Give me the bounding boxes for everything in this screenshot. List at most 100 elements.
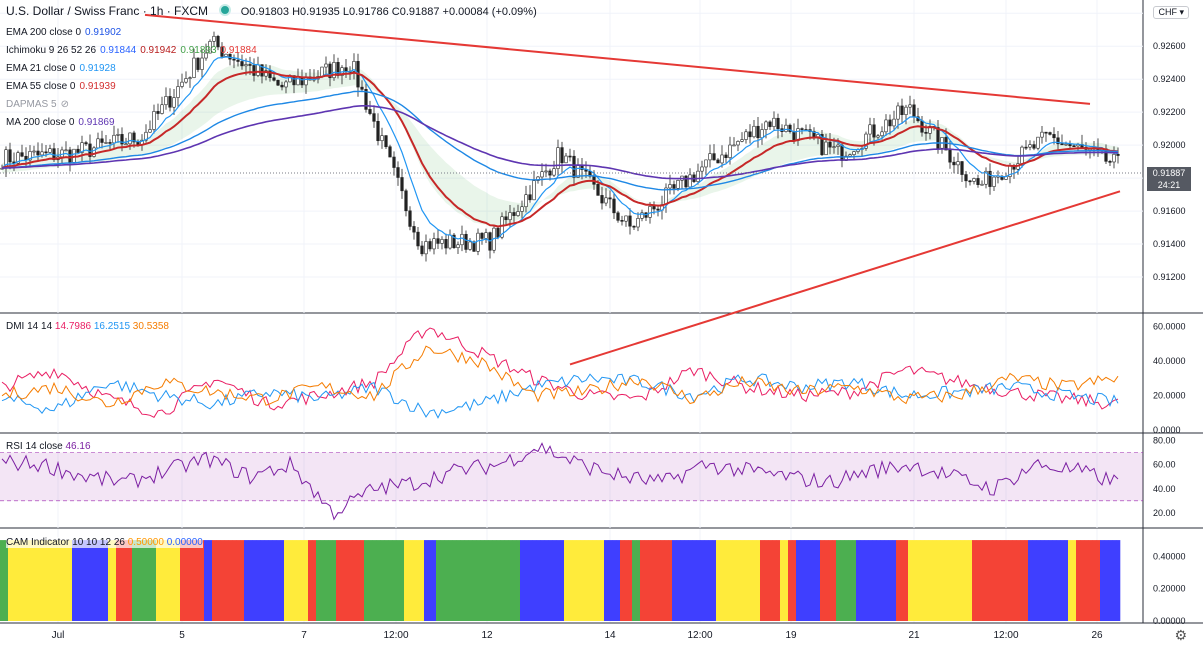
candle — [528, 185, 532, 203]
legend-ema55[interactable]: EMA 55 close 0 0.91939 — [6, 81, 116, 92]
cam-bar — [104, 540, 109, 621]
cam-bar — [124, 540, 129, 621]
y-tick-label: 0.92400 — [1153, 74, 1186, 84]
candle-body — [728, 144, 732, 158]
candle — [448, 229, 452, 250]
candle — [196, 57, 200, 73]
candle-body — [724, 154, 728, 158]
candle — [424, 234, 428, 262]
cam-bar — [1060, 540, 1065, 621]
cam-bar — [212, 540, 217, 621]
candle-body — [88, 143, 92, 157]
candle — [968, 179, 972, 186]
cam-bar — [948, 540, 953, 621]
cam-bar — [788, 540, 793, 621]
candle-body — [276, 80, 280, 86]
cam-bar — [516, 540, 521, 621]
rsi-line — [1, 442, 1119, 521]
cam-bar — [268, 540, 273, 621]
candle — [904, 104, 908, 125]
cam-bar — [72, 540, 77, 621]
candle-body — [616, 212, 620, 221]
cam-bar — [132, 540, 137, 621]
legend-ema21[interactable]: EMA 21 close 0 0.91928 — [6, 63, 116, 74]
candle-body — [268, 70, 272, 79]
cam-bar — [1092, 540, 1097, 621]
hidden-eye-icon[interactable]: ⊘ — [60, 99, 69, 110]
candle-body — [852, 151, 856, 155]
rsi-legend[interactable]: RSI 14 close 46.16 — [6, 441, 91, 452]
candle-body — [1044, 131, 1048, 134]
cam-bar — [1000, 540, 1005, 621]
cam-bar — [120, 540, 125, 621]
cam-legend[interactable]: CAM Indicator 10 10 12 26 0.50000 0.0000… — [6, 537, 203, 548]
x-tick-label: 5 — [179, 630, 185, 641]
cam-bar — [176, 540, 181, 621]
candle-body — [280, 84, 284, 88]
cam-bar — [540, 540, 545, 621]
candle-body — [600, 195, 604, 204]
cam-bar — [48, 540, 53, 621]
candle — [760, 123, 764, 145]
cam-bar — [760, 540, 765, 621]
cam-bar — [520, 540, 525, 621]
candle — [68, 146, 72, 172]
candle-body — [412, 226, 416, 233]
candle — [888, 114, 892, 135]
candle — [732, 137, 736, 147]
currency-badge[interactable]: CHF ▾ — [1153, 6, 1189, 19]
candle — [776, 113, 780, 139]
candle-body — [516, 211, 520, 216]
candle — [740, 132, 744, 143]
candle — [208, 39, 212, 54]
cam-bar — [40, 540, 45, 621]
cam-bar — [96, 540, 101, 621]
cam-bar — [652, 540, 657, 621]
candle — [604, 188, 608, 207]
candle-body — [936, 127, 940, 149]
candle — [736, 140, 740, 152]
cam-bar — [996, 540, 1001, 621]
candle — [664, 183, 668, 213]
candle-body — [604, 197, 608, 204]
cam-bar — [908, 540, 913, 621]
legend-dapmas[interactable]: DAPMAS 5 ⊘ — [6, 99, 69, 110]
cam-bar — [1096, 540, 1101, 621]
dmi-legend[interactable]: DMI 14 14 14.7986 16.2515 30.5358 — [6, 321, 169, 332]
cam-bar — [128, 540, 133, 621]
cam-bar — [504, 540, 509, 621]
y-tick-label: 0.92200 — [1153, 107, 1186, 117]
candle-body — [104, 142, 108, 144]
candle-body — [948, 149, 952, 163]
candle — [360, 80, 364, 93]
candle — [876, 133, 880, 140]
cam-bar — [164, 540, 169, 621]
candle-body — [752, 125, 756, 138]
candle — [908, 95, 912, 115]
candle — [540, 163, 544, 186]
cam-bar — [576, 540, 581, 621]
candle — [620, 215, 624, 226]
candle — [452, 233, 456, 249]
candle-body — [456, 244, 460, 249]
settings-gear-icon[interactable]: ⚙ — [1174, 627, 1187, 643]
cam-bar — [396, 540, 401, 621]
cam-bar — [144, 540, 149, 621]
candle — [532, 170, 536, 201]
candle-body — [1056, 137, 1060, 145]
cam-bar — [680, 540, 685, 621]
ma200-line — [1, 105, 1118, 180]
legend-ma200[interactable]: MA 200 close 0 0.91869 — [6, 117, 115, 128]
candle-body — [368, 109, 372, 114]
cam-bar — [772, 540, 777, 621]
candle-body — [332, 62, 336, 79]
legend-ema200[interactable]: EMA 200 close 0 0.91902 — [6, 27, 122, 38]
cam-bar — [872, 540, 877, 621]
cam-bar — [700, 540, 705, 621]
cam-bar — [4, 540, 9, 621]
legend-ichimoku[interactable]: Ichimoku 9 26 52 26 0.91844 0.91942 0.91893… — [6, 45, 257, 56]
symbol-title[interactable]: U.S. Dollar / Swiss Franc · 1h · FXCM — [6, 4, 209, 18]
candle-body — [84, 142, 88, 145]
cam-bar — [524, 540, 529, 621]
